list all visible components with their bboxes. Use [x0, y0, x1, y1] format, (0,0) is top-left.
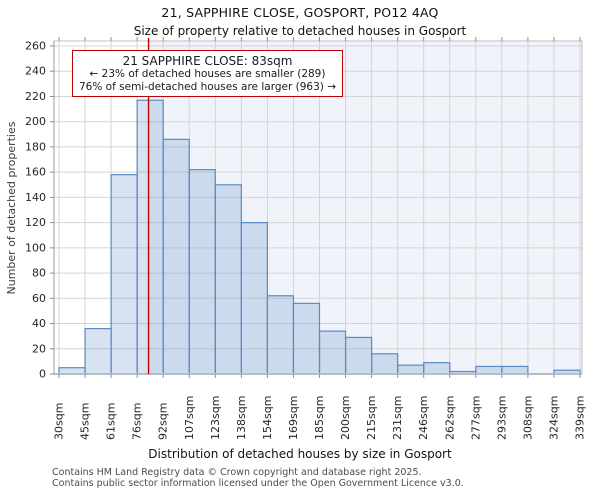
x-tick-label: 308sqm	[521, 396, 534, 440]
histogram-bars	[58, 99, 581, 375]
x-tick-label: 92sqm	[157, 403, 170, 440]
y-tick-label: 0	[39, 368, 46, 381]
y-tick-label: 120	[25, 216, 46, 229]
x-tick-label: 339sqm	[574, 396, 587, 440]
annotation-title: 21 SAPPHIRE CLOSE: 83sqm	[122, 54, 293, 68]
bar-61sqm	[110, 174, 138, 375]
y-tick-label: 100	[25, 241, 46, 254]
bar-76sqm	[136, 99, 164, 375]
x-tick-label: 169sqm	[287, 396, 300, 440]
x-tick-label: 123sqm	[209, 396, 222, 440]
bar-231sqm	[397, 364, 425, 375]
bar-154sqm	[266, 295, 295, 375]
annotation-box: 21 SAPPHIRE CLOSE: 83sqm ← 23% of detach…	[72, 50, 343, 97]
y-tick-label: 40	[32, 317, 46, 330]
y-tick-label: 180	[25, 140, 46, 153]
y-tick-label: 140	[25, 191, 46, 204]
bar-138sqm	[240, 222, 269, 375]
x-tick-label: 154sqm	[261, 396, 274, 440]
bar-92sqm	[162, 138, 190, 375]
x-axis-tick-labels: 30sqm 45sqm 61sqm 76sqm 92sqm 107sqm 123sqm 138…	[53, 396, 587, 440]
bar-45sqm	[84, 327, 112, 375]
bar-200sqm	[344, 336, 373, 375]
y-axis-ticks	[50, 45, 54, 375]
x-tick-label: 200sqm	[339, 396, 352, 440]
bar-123sqm	[214, 184, 242, 375]
x-tick-label: 107sqm	[183, 396, 196, 440]
annotation-larger-text: 76% of semi-detached houses are larger (…	[79, 81, 336, 93]
y-tick-label: 20	[32, 342, 46, 355]
bar-215sqm	[371, 353, 399, 375]
top-ticks	[58, 37, 581, 41]
y-tick-label: 60	[32, 292, 46, 305]
y-tick-label: 240	[25, 65, 46, 78]
x-tick-label: 185sqm	[313, 396, 326, 440]
bar-246sqm	[423, 362, 451, 375]
x-tick-label: 246sqm	[417, 396, 430, 440]
bar-107sqm	[188, 169, 216, 375]
y-axis-tick-labels: 0 20 40 60 80 100 120 140 160 180 200 220 240 260	[25, 40, 46, 381]
attribution-footer: Contains HM Land Registry data © Crown c…	[52, 467, 592, 489]
annotation-smaller-text: ← 23% of detached houses are smaller (28…	[89, 68, 326, 80]
attribution-line-1: Contains HM Land Registry data © Crown c…	[52, 467, 422, 478]
page-subtitle: Size of property relative to detached ho…	[133, 24, 467, 38]
bar-293sqm	[501, 365, 529, 375]
x-tick-label: 262sqm	[443, 396, 456, 440]
x-tick-label: 138sqm	[235, 396, 248, 440]
bar-185sqm	[318, 330, 347, 375]
x-tick-label: 324sqm	[547, 396, 560, 440]
bar-277sqm	[475, 365, 503, 375]
page-title: 21, SAPPHIRE CLOSE, GOSPORT, PO12 4AQ	[161, 5, 439, 20]
x-tick-label: 61sqm	[105, 403, 118, 440]
y-tick-label: 260	[25, 40, 46, 53]
x-tick-label: 76sqm	[131, 403, 144, 440]
x-axis-ticks	[58, 374, 581, 378]
x-tick-label: 45sqm	[79, 403, 92, 440]
y-tick-label: 200	[25, 115, 46, 128]
x-tick-label: 277sqm	[469, 396, 482, 440]
x-tick-label: 293sqm	[495, 396, 508, 440]
y-tick-label: 220	[25, 90, 46, 103]
y-axis-title: Number of detached properties	[5, 121, 18, 294]
bar-169sqm	[292, 302, 321, 375]
x-tick-label: 215sqm	[365, 396, 378, 440]
x-tick-label: 231sqm	[391, 396, 404, 440]
y-tick-label: 80	[32, 267, 46, 280]
y-tick-label: 160	[25, 166, 46, 179]
attribution-line-2: Contains public sector information licen…	[52, 478, 464, 489]
x-axis-title: Distribution of detached houses by size …	[148, 447, 452, 461]
x-tick-label: 30sqm	[53, 403, 66, 440]
